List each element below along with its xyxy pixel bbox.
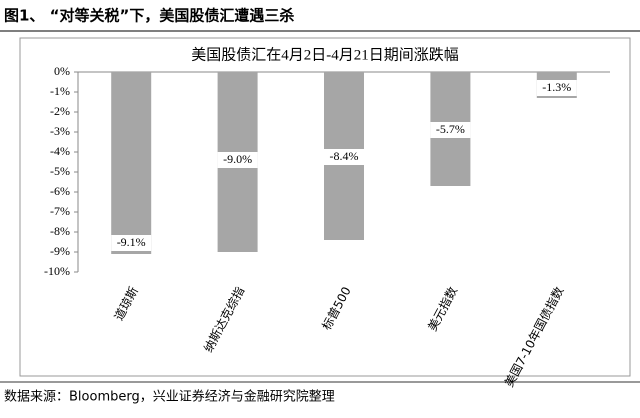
x-tick-label: 纳斯达克综指 <box>200 284 247 355</box>
value-label-bg <box>536 80 577 96</box>
y-tick-label: -4% <box>50 144 70 158</box>
chart-frame <box>19 37 631 377</box>
y-tick-label: 0% <box>54 64 70 78</box>
value-label: -8.4% <box>330 149 359 163</box>
y-tick-label: -9% <box>50 244 70 258</box>
y-tick-label: -7% <box>50 204 70 218</box>
y-tick-label: -10% <box>44 264 70 278</box>
value-label-bg <box>217 152 258 168</box>
x-tick-label: 标普500 <box>319 284 353 332</box>
y-tick-label: -2% <box>50 104 70 118</box>
x-tick-label: 美国7-10年国债指数 <box>501 284 566 389</box>
x-tick-label: 美元指数 <box>424 284 460 333</box>
bar <box>111 72 152 254</box>
y-tick-label: -8% <box>50 224 70 238</box>
y-tick-label: -5% <box>50 164 70 178</box>
value-label: -9.1% <box>117 235 146 249</box>
x-tick-label: 道琼斯 <box>111 284 141 323</box>
y-tick-label: -6% <box>50 184 70 198</box>
y-tick-label: -1% <box>50 84 70 98</box>
value-label: -5.7% <box>436 122 465 136</box>
value-label-bg <box>324 149 364 165</box>
figure-title: 图1、 “对等关税”下，美国股债汇遭遇三杀 <box>4 7 294 25</box>
value-label-bg <box>430 122 471 138</box>
chart-title: 美国股债汇在4月2日-4月21日期间涨跌幅 <box>191 46 459 63</box>
source-note: 数据来源：Bloomberg，兴业证券经济与金融研究院整理 <box>4 389 335 405</box>
value-label-bg <box>111 235 152 251</box>
y-tick-label: -3% <box>50 124 70 138</box>
value-label: -1.3% <box>542 80 571 94</box>
value-label: -9.0% <box>223 152 252 166</box>
